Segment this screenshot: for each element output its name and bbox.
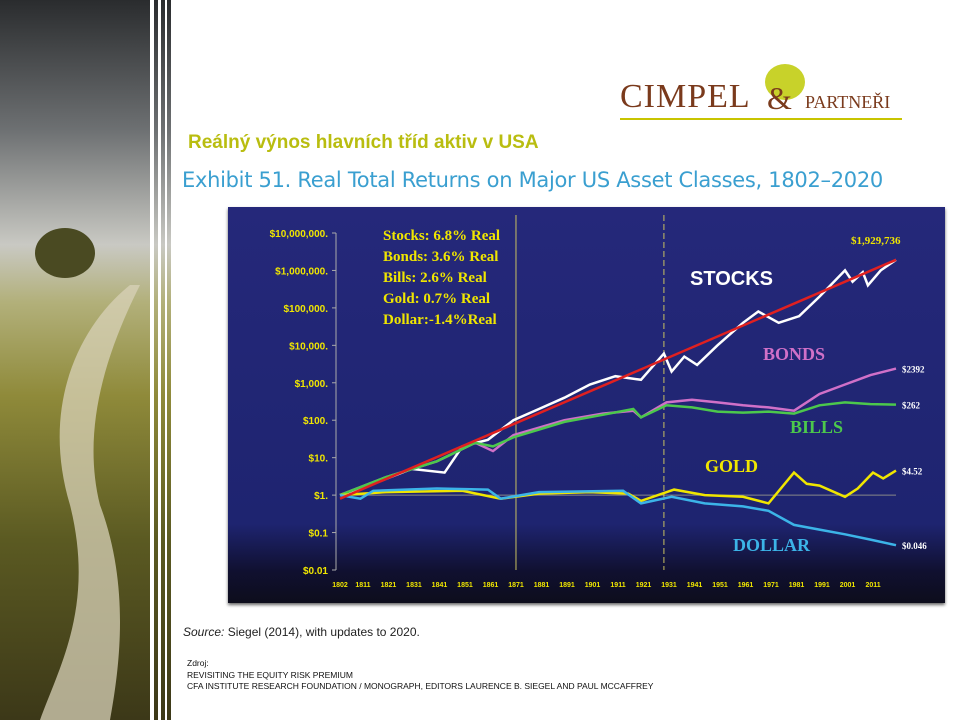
series-line-bills [339, 401, 897, 497]
y-tick-label: $10,000,000. [270, 229, 329, 240]
series-label-bills: BILLS [790, 417, 843, 437]
logo-amp: & [767, 80, 792, 116]
y-tick-label: $10. [309, 454, 329, 465]
x-tick-label: 1971 [763, 582, 779, 589]
end-label-bonds: $2392 [902, 365, 925, 375]
x-tick-label: 1961 [738, 582, 754, 589]
source-note: Source: Siegel (2014), with updates to 2… [183, 625, 420, 639]
x-tick-label: 2011 [865, 582, 880, 589]
x-tick-label: 1802 [332, 582, 348, 589]
slide-subtitle: Reálný výnos hlavních tříd aktiv v USA [188, 132, 539, 153]
series-label-gold: GOLD [705, 456, 758, 476]
legend-entry: Bills: 2.6% Real [383, 270, 487, 286]
x-tick-label: 1871 [508, 582, 524, 589]
x-tick-label: 1991 [814, 582, 830, 589]
y-tick-label: $1. [314, 491, 328, 502]
chart-svg: $10,000,000. $1,000,000. $100,000. $10,000.… [270, 215, 927, 589]
logo-underline [620, 118, 902, 120]
chart: $10,000,000. $1,000,000. $100,000. $10,000.… [228, 207, 945, 603]
decor-stripe [171, 0, 178, 720]
leaf-logo-icon [765, 64, 805, 100]
company-logo: CIMPEL & PARTNEŘI [620, 64, 902, 122]
series-line-trend [339, 258, 897, 500]
series-label-dollar: DOLLAR [733, 535, 811, 555]
y-tick-label: $10,000. [289, 341, 328, 352]
y-tick-label: $0.1 [309, 529, 329, 540]
y-tick-label: $100. [303, 416, 328, 427]
logo-partner: PARTNEŘI [805, 92, 891, 112]
source-label: Source: [183, 625, 225, 639]
x-tick-label: 1891 [559, 582, 575, 589]
x-tick-label: 1981 [789, 582, 805, 589]
y-tick-label: $1,000,000. [275, 266, 328, 277]
legend-entry: Stocks: 6.8% Real [383, 228, 500, 244]
x-tick-label: 1861 [483, 582, 499, 589]
y-tick-label: $1,000. [295, 379, 329, 390]
legend-entry: Gold: 0.7% Real [383, 291, 490, 307]
series-line-gold [339, 469, 897, 505]
reference: Zdroj: REVISITING THE EQUITY RISK PREMIU… [187, 658, 653, 693]
series-label-stocks: STOCKS [690, 268, 773, 290]
x-tick-label: 1921 [636, 582, 652, 589]
x-tick-label: 1821 [381, 582, 397, 589]
tree-icon [35, 228, 95, 278]
end-label-bills: $262 [902, 401, 921, 411]
end-label-stocks: $1,929,736 [851, 235, 901, 247]
ref-line1: REVISITING THE EQUITY RISK PREMIUM [187, 669, 353, 680]
legend-entry: Bonds: 3.6% Real [383, 249, 498, 265]
end-label-dollar: $0.046 [902, 541, 927, 551]
x-tick-label: 1901 [585, 582, 601, 589]
series-line-dollar [339, 487, 897, 547]
x-tick-label: 1941 [687, 582, 703, 589]
exhibit-title: Exhibit 51. Real Total Returns on Major … [182, 168, 883, 192]
x-tick-label: 1841 [432, 582, 448, 589]
x-tick-label: 1911 [610, 582, 625, 589]
decor-stripe [158, 0, 161, 720]
y-tick-label: $0.01 [303, 566, 328, 577]
source-text: Siegel (2014), with updates to 2020. [224, 625, 420, 639]
ref-label: Zdroj: [187, 658, 209, 668]
x-tick-label: 1931 [661, 582, 677, 589]
series-label-bonds: BONDS [763, 344, 825, 364]
x-tick-label: 2001 [840, 582, 856, 589]
x-tick-label: 1851 [457, 582, 473, 589]
decor-stripe [165, 0, 167, 720]
dirt-road-illustration [40, 285, 140, 720]
x-tick-label: 1811 [355, 582, 370, 589]
y-tick-label: $100,000. [284, 304, 329, 315]
legend-entry: Dollar:-1.4%Real [383, 312, 497, 328]
x-tick-label: 1831 [406, 582, 422, 589]
x-tick-label: 1881 [534, 582, 550, 589]
background-landscape-photo [0, 0, 178, 720]
end-label-gold: $4.52 [902, 467, 923, 477]
ref-line2: CFA INSTITUTE RESEARCH FOUNDATION / MONO… [187, 681, 654, 691]
decor-stripe [150, 0, 154, 720]
x-tick-label: 1951 [712, 582, 728, 589]
logo-name: CIMPEL [620, 78, 751, 115]
